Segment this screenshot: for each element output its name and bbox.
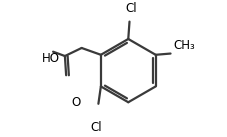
- Text: Cl: Cl: [90, 121, 102, 134]
- Text: HO: HO: [42, 52, 60, 65]
- Text: Cl: Cl: [125, 2, 136, 15]
- Text: O: O: [71, 96, 80, 109]
- Text: CH₃: CH₃: [173, 39, 194, 52]
